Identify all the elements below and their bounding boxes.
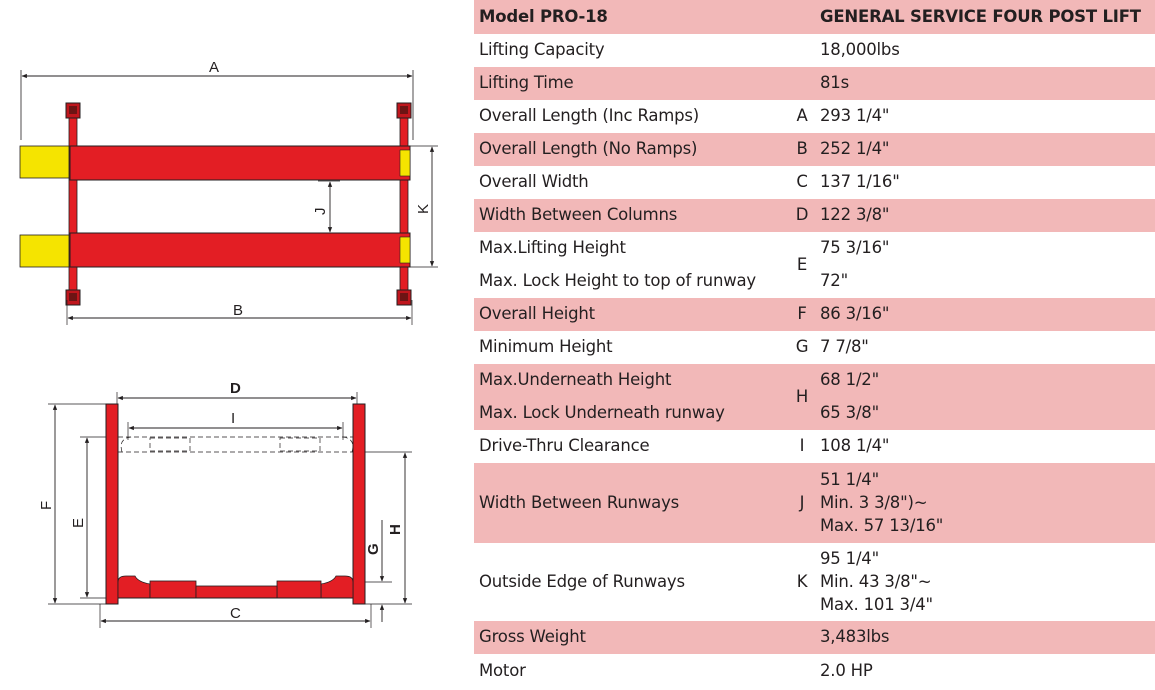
spec-label: Max.Underneath Height [479, 370, 672, 390]
spec-label: Width Between Columns [479, 205, 678, 225]
left-crossbeam [68, 103, 78, 305]
column-left [105, 403, 119, 605]
spec-value: 81s [820, 73, 849, 93]
spec-label: Drive-Thru Clearance [479, 436, 650, 456]
runway-bottom [69, 232, 411, 268]
right-crossbeam [399, 103, 409, 305]
product-name: GENERAL SERVICE FOUR POST LIFT [820, 6, 1141, 26]
dimension-f-letter: F [38, 501, 55, 510]
spec-value: 95 1/4" [820, 548, 879, 568]
specification-table: Model PRO-18 GENERAL SERVICE FOUR POST L… [474, 0, 1155, 688]
runway-curb-left [117, 575, 151, 599]
spec-letter: K [796, 571, 808, 591]
spec-row-motor: Motor 2.0 HP [474, 654, 1155, 688]
dimension-a-letter: A [209, 59, 219, 76]
spec-value: 7 7/8" [820, 337, 869, 357]
spec-row-overall-length-inc-ramps: Overall Length (Inc Ramps) A 293 1/4" [474, 100, 1155, 133]
spec-label: Gross Weight [479, 627, 586, 647]
dimension-k-letter: K [415, 204, 432, 214]
spec-letter: I [799, 436, 805, 456]
spec-label: Max. Lock Underneath runway [479, 403, 725, 423]
spec-value: 3,483lbs [820, 627, 890, 647]
dimension-h-letter: H [387, 524, 404, 535]
spec-row-overall-height: Overall Height F 86 3/16" [474, 298, 1155, 331]
dimension-b-letter: B [233, 302, 243, 319]
raised-runway-dashed [118, 436, 356, 453]
runway-top [69, 145, 411, 181]
spec-letter: E [796, 254, 808, 274]
spec-value: 108 1/4" [820, 436, 890, 456]
spec-letter: H [795, 386, 809, 406]
spec-label: Lifting Time [479, 73, 574, 93]
dimension-e-letter: E [70, 518, 87, 528]
runway-curb-right [320, 575, 354, 599]
dimension-c-letter: C [230, 605, 241, 622]
spec-label: Overall Height [479, 304, 595, 324]
spec-letter: D [795, 205, 809, 225]
spec-label: Outside Edge of Runways [479, 571, 685, 591]
spec-label: Minimum Height [479, 337, 613, 357]
spec-row-overall-length-no-ramps: Overall Length (No Ramps) B 252 1/4" [474, 133, 1155, 166]
spec-row-lifting-capacity: Lifting Capacity 18,000lbs [474, 34, 1155, 67]
spec-value: Min. 43 3/8"~ [820, 571, 932, 591]
ramp-rear-left [19, 234, 71, 268]
spec-row-lifting-time: Lifting Time 81s [474, 67, 1155, 100]
spec-label: Overall Length (Inc Ramps) [479, 106, 700, 126]
center-beam [195, 585, 278, 599]
table-header-row: Model PRO-18 GENERAL SERVICE FOUR POST L… [474, 0, 1155, 34]
model-name: Model PRO-18 [479, 6, 608, 26]
spec-row-overall-width: Overall Width C 137 1/16" [474, 166, 1155, 199]
spec-letter: C [796, 172, 808, 192]
lift-drawings-svg: A J [19, 59, 438, 628]
spec-letter: G [795, 337, 809, 357]
spec-letter: B [796, 139, 808, 159]
spec-value: 51 1/4" [820, 469, 879, 489]
ramp-front-left [19, 145, 71, 179]
spec-label: Lifting Capacity [479, 40, 605, 60]
spec-letter: A [796, 106, 808, 126]
spec-label: Motor [479, 660, 526, 680]
dimension-j-letter: J [312, 208, 329, 216]
spec-row-underneath-height: Max.Underneath Height Max. Lock Undernea… [474, 364, 1155, 430]
top-view-diagram: A J [19, 59, 438, 325]
spec-value: Max. 57 13/16" [820, 515, 944, 535]
spec-row-drive-thru-clearance: Drive-Thru Clearance I 108 1/4" [474, 430, 1155, 463]
dimension-g-letter: G [365, 543, 382, 555]
spec-value: 75 3/16" [820, 238, 890, 258]
spec-value: 65 3/8" [820, 403, 879, 423]
dimension-d-letter: D [230, 380, 241, 397]
spec-label: Width Between Runways [479, 492, 680, 512]
spec-value: 86 3/16" [820, 304, 890, 324]
spec-label: Max.Lifting Height [479, 238, 626, 258]
spec-value: 252 1/4" [820, 139, 890, 159]
spec-row-outside-edge-of-runways: Outside Edge of Runways K 95 1/4" Min. 4… [474, 543, 1155, 621]
spec-row-width-between-columns: Width Between Columns D 122 3/8" [474, 199, 1155, 232]
runway-pad-left [149, 580, 197, 599]
front-view-diagram: D I [38, 380, 412, 628]
runway-stop-top [399, 149, 411, 177]
lift-dimension-diagrams: A J [0, 0, 470, 690]
spec-value: 122 3/8" [820, 205, 890, 225]
spec-row-gross-weight: Gross Weight 3,483lbs [474, 621, 1155, 654]
spec-value: 137 1/16" [820, 172, 900, 192]
spec-row-minimum-height: Minimum Height G 7 7/8" [474, 331, 1155, 364]
spec-value: Max. 101 3/4" [820, 594, 933, 614]
spec-value: 72" [820, 271, 848, 291]
spec-label: Max. Lock Height to top of runway [479, 271, 756, 291]
spec-label: Overall Width [479, 172, 589, 192]
column-right [352, 403, 366, 605]
runway-stop-bottom [399, 236, 411, 264]
spec-letter: F [797, 304, 807, 324]
runway-pad-right [276, 580, 322, 599]
spec-row-lifting-height: Max.Lifting Height Max. Lock Height to t… [474, 232, 1155, 298]
spec-value: 68 1/2" [820, 370, 879, 390]
spec-value: Min. 3 3/8")~ [820, 492, 928, 512]
spec-row-width-between-runways: Width Between Runways J 51 1/4" Min. 3 3… [474, 463, 1155, 543]
spec-label: Overall Length (No Ramps) [479, 139, 698, 159]
spec-value: 293 1/4" [820, 106, 890, 126]
spec-value: 2.0 HP [820, 660, 873, 680]
spec-value: 18,000lbs [820, 40, 900, 60]
spec-letter: J [799, 492, 805, 512]
dimension-i-letter: I [231, 410, 235, 427]
